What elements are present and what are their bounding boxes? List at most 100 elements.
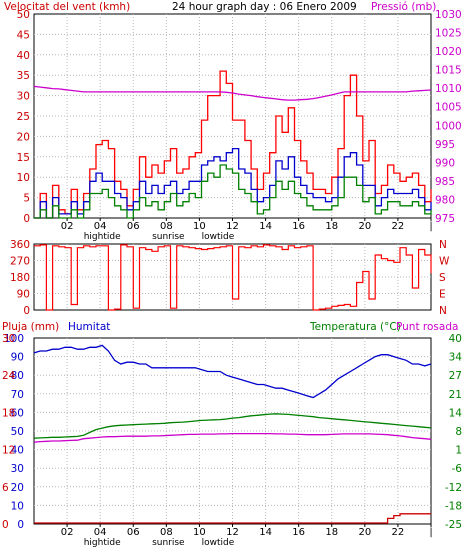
humidity-y-tick-label: 10 [11, 500, 24, 512]
x-tick-label: | [429, 527, 432, 538]
x-tick-label: 10 [193, 221, 206, 232]
temperature-y-tick-label: 27 [449, 370, 462, 382]
wind-y-tick-label: 10 [17, 172, 30, 184]
rain-y-tick-label: 24 [2, 370, 16, 382]
direction-compass-label: E [439, 289, 446, 301]
humidity-y-tick-label: 30 [11, 463, 24, 475]
humidity-y-tick-label: 50 [11, 426, 24, 438]
temperature-y-tick-label: 8 [455, 426, 462, 438]
direction-y-tick-label: 0 [23, 305, 30, 317]
direction-y-tick-label: 360 [10, 239, 30, 251]
series-direction-line [34, 244, 432, 311]
x-tick-label: 12 [226, 221, 239, 232]
x-tick-label: 10 [193, 527, 206, 538]
wind-pressure-chart: 0510152025303540455097598098599099510001… [17, 9, 462, 242]
x-tick-label: 06 [127, 221, 140, 232]
pressure-y-tick-label: 985 [435, 176, 455, 188]
series-dewpoint-line [33, 432, 432, 443]
temperature-y-tick-label: 1 [455, 445, 462, 457]
pressure-y-tick-label: 1020 [435, 46, 462, 58]
x-tick-label: 22 [392, 527, 405, 538]
dewpoint-axis-title: Punt rosada [396, 321, 458, 333]
x-tick-label: 16 [292, 527, 305, 538]
wind-y-tick-label: 30 [17, 91, 30, 103]
rain-y-tick-label: 0 [2, 519, 9, 531]
x-tick-label: 18 [325, 527, 338, 538]
series-rain-line [34, 513, 431, 524]
x-annotation-label: hightide [84, 538, 121, 548]
series-gust-line [34, 70, 432, 219]
pressure-y-tick-label: 1000 [435, 120, 462, 132]
wind-y-tick-label: 5 [23, 193, 30, 205]
series-temperature-line [33, 413, 432, 439]
temperature-axis-title: Temperatura (°C) [309, 321, 401, 333]
series-minimum-line [34, 164, 432, 219]
x-tick-label: | [429, 221, 432, 232]
pressure-y-tick-label: 990 [435, 157, 455, 169]
rain-y-tick-label: 30 [2, 333, 15, 345]
humidity-y-tick-label: 70 [11, 389, 24, 401]
x-tick-label: 04 [94, 221, 107, 232]
x-annotation-label: sunrise [152, 538, 185, 548]
x-tick-label: 14 [259, 221, 272, 232]
wind-y-tick-label: 20 [17, 131, 30, 143]
wind-axis-title: Velocitat del vent (kmh) [4, 1, 130, 13]
x-tick-label: 02 [61, 221, 74, 232]
direction-compass-label: N [439, 239, 447, 251]
wind-y-tick-label: 0 [23, 213, 30, 225]
humidity-axis-title: Humitat [68, 321, 110, 333]
wind-y-tick-label: 25 [17, 111, 30, 123]
rain-y-tick-label: 12 [2, 445, 15, 457]
pressure-axis-title: Pressió (mb) [371, 1, 436, 13]
x-tick-label: 06 [127, 527, 140, 538]
humidity-y-tick-label: 40 [11, 445, 24, 457]
x-tick-label: 08 [160, 221, 173, 232]
rain-axis-title: Pluja (mm) [2, 321, 59, 333]
x-tick-label: 04 [94, 527, 107, 538]
x-tick-label: 08 [160, 527, 173, 538]
direction-y-tick-label: 90 [17, 289, 30, 301]
x-tick-label: 18 [325, 221, 338, 232]
x-tick-label: 12 [226, 527, 239, 538]
x-tick-label: 20 [358, 221, 371, 232]
humidity-y-tick-label: 20 [11, 482, 24, 494]
humidity-y-tick-label: 80 [11, 370, 24, 382]
direction-y-tick-label: 180 [10, 272, 30, 284]
wind-y-tick-label: 15 [17, 152, 30, 164]
x-tick-label: 22 [392, 221, 405, 232]
temperature-y-tick-label: 34 [449, 352, 463, 364]
temperature-y-tick-label: -25 [445, 519, 462, 531]
wind-y-tick-label: 35 [17, 70, 30, 82]
series-humidity-line [33, 344, 432, 399]
x-annotation-label: lowtide [202, 232, 235, 242]
x-annotation-label: hightide [84, 232, 121, 242]
temperature-y-tick-label: -6 [452, 463, 463, 475]
rain-humidity-temperature-chart: 01020304050607080901000612182430-25-18-1… [2, 333, 462, 548]
series-average-line [34, 147, 432, 219]
pressure-y-tick-label: 1015 [435, 65, 462, 77]
humidity-y-tick-label: 60 [11, 407, 24, 419]
temperature-y-tick-label: 14 [449, 407, 463, 419]
temperature-y-tick-label: -12 [445, 482, 462, 494]
wind-y-tick-label: 50 [17, 9, 30, 21]
direction-compass-label: W [439, 256, 450, 268]
pressure-y-tick-label: 1010 [435, 83, 462, 95]
series-pressure-line [33, 85, 432, 101]
humidity-y-tick-label: 90 [11, 352, 24, 364]
x-tick-label: 20 [358, 527, 371, 538]
pressure-y-tick-label: 1025 [435, 28, 462, 40]
direction-compass-label: N [439, 305, 447, 317]
chart-title: 24 hour graph day : 06 Enero 2009 [172, 1, 357, 13]
pressure-y-tick-label: 1005 [435, 102, 462, 114]
pressure-y-tick-label: 995 [435, 139, 455, 151]
direction-y-tick-label: 270 [10, 256, 30, 268]
x-annotation-label: lowtide [202, 538, 235, 548]
wind-y-tick-label: 45 [17, 29, 30, 41]
humidity-y-tick-label: 100 [4, 333, 24, 345]
pressure-y-tick-label: 980 [435, 194, 455, 206]
temperature-y-tick-label: -18 [445, 500, 462, 512]
pressure-y-tick-label: 975 [435, 213, 455, 225]
x-tick-label: 14 [259, 527, 272, 538]
